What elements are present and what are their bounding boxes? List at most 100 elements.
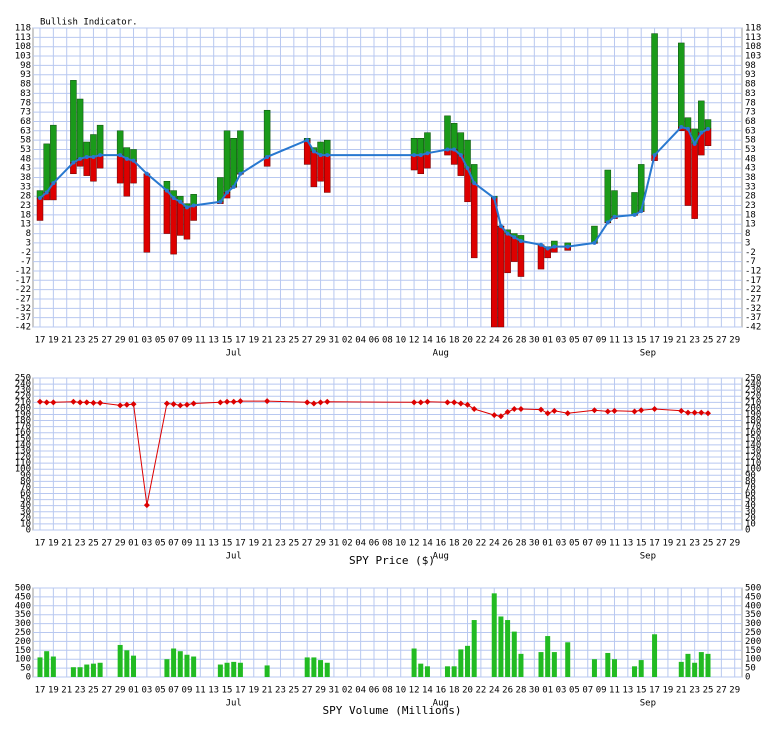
x-tick-label: 05 [155,686,166,696]
x-tick-label: 10 [395,336,406,346]
indicator-point [131,158,136,163]
bear-bar [90,156,97,182]
y-tick-label: 60 [745,489,756,499]
indicator-point [518,239,523,244]
indicator-point [225,190,230,195]
indicator-point [265,154,270,159]
y-tick-label: 78 [745,98,756,108]
volume-bar [678,661,684,677]
month-label: Sep [640,552,656,562]
indicator-point [612,214,617,219]
y-tick-label: 220 [745,392,761,402]
volume-bar [37,657,43,677]
x-tick-label: 02 [342,336,353,346]
y-tick-label: 30 [20,507,31,517]
x-tick-label: 07 [582,336,593,346]
x-tick-label: 05 [569,336,580,346]
x-tick-label: 15 [222,686,233,696]
y-tick-label: 50 [20,495,31,505]
bull-bar [83,141,91,158]
x-tick-label: 14 [422,336,433,346]
x-tick-label: 03 [556,539,567,549]
price-marker [143,502,150,509]
y-tick-label: 20 [20,513,31,523]
x-tick-label: 02 [342,539,353,549]
indicator-point [412,153,417,158]
indicator-point [445,147,450,152]
y-tick-label: 88 [20,80,31,90]
price-marker [77,399,84,406]
x-tick-label: 05 [569,539,580,549]
x-tick-label: 10 [395,686,406,696]
y-tick-label: 23 [20,201,31,211]
y-tick-label: -27 [745,294,761,304]
x-tick-label: 19 [248,336,259,346]
price-marker [517,406,524,413]
volume-bar [551,652,557,677]
x-tick-label: 19 [662,539,673,549]
indicator-point [325,153,330,158]
y-tick-label: -2 [745,248,756,258]
x-tick-label: 02 [342,686,353,696]
y-tick-label: 113 [15,33,31,43]
bull-bar [90,134,97,158]
volume-bar [611,659,617,677]
price-marker [170,401,177,408]
y-tick-label: 110 [15,459,31,469]
y-tick-label: 50 [20,664,31,674]
bull-bar [678,42,685,128]
x-tick-label: 01 [128,686,139,696]
y-tick-label: 80 [20,477,31,487]
price-marker [217,399,224,406]
y-tick-label: 93 [745,70,756,80]
indicator-point [38,196,42,201]
y-tick-label: 53 [20,145,31,155]
x-tick-label: 13 [208,539,219,549]
y-tick-label: 230 [745,386,761,396]
price-marker [97,399,104,406]
bear-bar [116,154,124,184]
volume-bar [511,631,517,677]
volume-bar [491,593,497,677]
y-tick-label: 118 [15,24,31,34]
y-tick-label: 110 [745,459,761,469]
price-marker [230,398,237,405]
indicator-point [639,209,644,214]
y-tick-label: 100 [15,655,31,665]
indicator-point [311,149,316,154]
price-marker [83,399,90,406]
y-tick-label: 103 [745,52,761,62]
indicator-point [679,125,684,130]
indicator-point [505,231,510,236]
indicator-point [418,153,423,158]
indicator-point [184,205,189,210]
volume-bar [638,660,644,677]
bear-bar [417,154,425,175]
y-tick-label: 100 [15,465,31,475]
bear-bar [317,154,324,182]
bull-bar [116,130,124,156]
price-marker [471,406,478,413]
x-tick-label: 19 [248,686,259,696]
month-label: Sep [640,699,656,709]
x-tick-label: 20 [462,336,473,346]
volume-bar [171,648,177,677]
y-tick-label: 220 [15,392,31,402]
price-marker [310,400,317,407]
y-tick-label: 53 [745,145,756,155]
volume-bar [224,662,230,677]
indicator-point [472,181,477,186]
x-tick-label: 03 [556,686,567,696]
y-tick-label: 190 [745,410,761,420]
x-tick-label: 27 [716,539,727,549]
price-marker [163,400,170,407]
x-tick-label: 21 [676,686,687,696]
bear-bar [490,197,498,328]
x-tick-label: 29 [115,686,126,696]
indicator-point [44,190,49,195]
indicator-point [699,130,704,135]
x-tick-label: 26 [502,539,513,549]
y-tick-label: 0 [26,526,31,536]
bull-bar [230,138,237,188]
indicator-point [51,181,56,186]
